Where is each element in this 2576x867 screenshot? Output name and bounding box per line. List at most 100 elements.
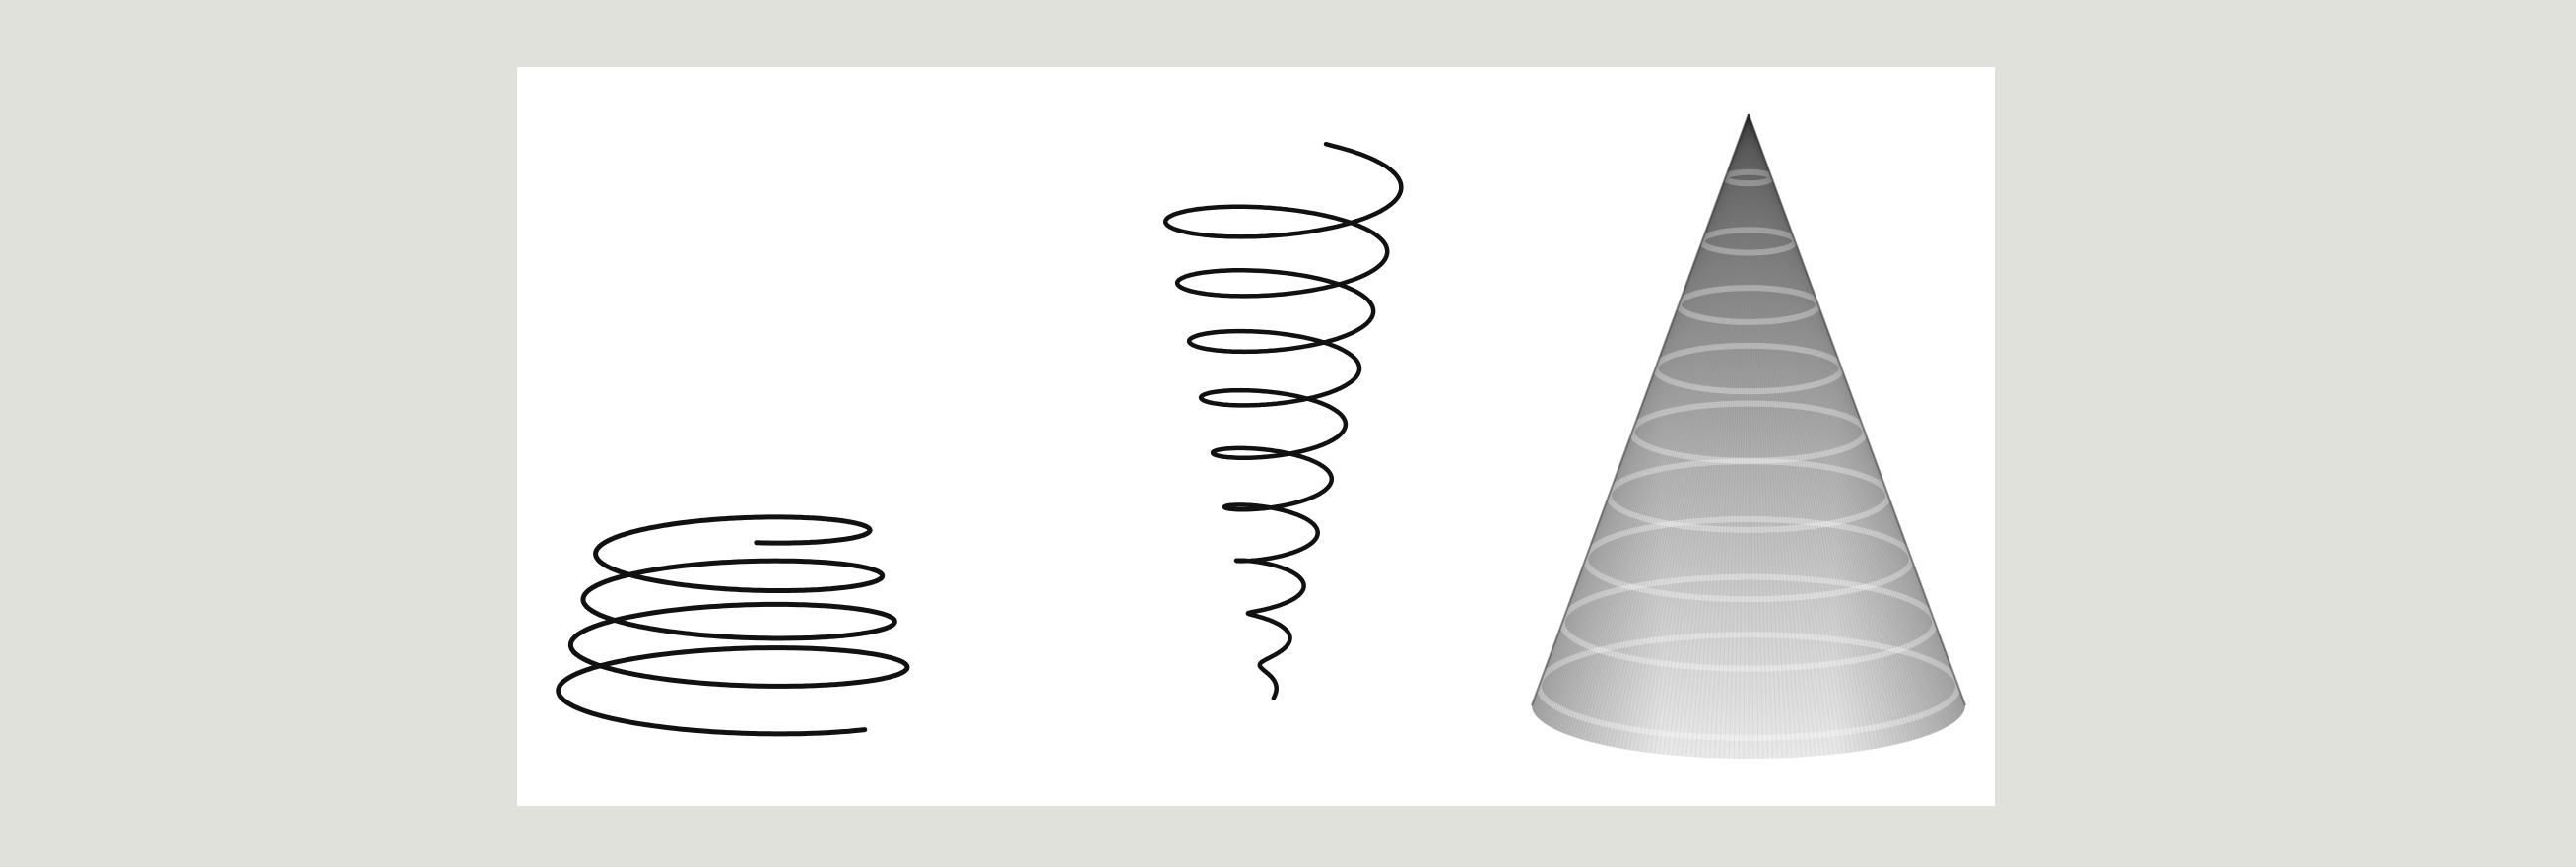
cone-generator-line bbox=[1748, 113, 1931, 735]
cone-generator-line bbox=[1676, 113, 1750, 757]
cone-generator-line bbox=[1536, 113, 1750, 716]
cone-generator-line bbox=[1748, 113, 1938, 732]
cone-generator-line bbox=[1748, 113, 1834, 755]
cone-generator-line bbox=[1561, 113, 1750, 733]
cone-generator-line bbox=[1605, 113, 1750, 746]
cone-generator-line bbox=[1748, 113, 1943, 730]
cone-generator-line bbox=[1569, 113, 1750, 736]
cone-generator-line bbox=[1581, 113, 1750, 740]
cone-generator-line bbox=[1748, 113, 1909, 742]
cone-generator-line bbox=[1748, 113, 1839, 755]
cone-generator-line bbox=[1748, 113, 1916, 740]
cone-generator-line bbox=[1748, 113, 1895, 746]
cone-generator-line bbox=[1748, 113, 1769, 759]
cone-generator-line bbox=[1748, 113, 1960, 718]
cone-generator-line bbox=[1714, 113, 1750, 759]
cone-generator-line bbox=[1748, 113, 1949, 727]
cone-generator-line bbox=[1549, 113, 1750, 727]
cone-generator-line bbox=[1748, 113, 1928, 736]
cone-generator-line bbox=[1575, 113, 1750, 738]
cone-generator-line bbox=[1748, 113, 1778, 759]
cone-generator-line bbox=[1617, 113, 1750, 749]
helix-upward-spiral bbox=[556, 514, 910, 737]
cone-generator-line bbox=[1748, 113, 1925, 737]
cone-generator-line bbox=[1543, 113, 1750, 723]
cone-generator-line bbox=[1539, 113, 1750, 720]
shaded-cone bbox=[1531, 113, 1966, 760]
cone-generator-line bbox=[1559, 113, 1750, 732]
cone-generator-line bbox=[1654, 113, 1750, 754]
cone-generator-line bbox=[1719, 113, 1750, 759]
cone-generator-lines bbox=[1531, 113, 1966, 760]
cone-generator-line bbox=[1748, 113, 1936, 733]
helix-upward-group bbox=[556, 514, 910, 737]
cone-generator-line bbox=[1545, 113, 1750, 725]
helix-downward-group bbox=[1162, 141, 1404, 700]
cone-generator-line bbox=[1748, 113, 1843, 754]
cone-generator-line bbox=[1748, 113, 1961, 716]
cone-generator-line bbox=[1609, 113, 1750, 747]
cone-generator-line bbox=[1748, 113, 1884, 748]
cone-generator-line bbox=[1699, 113, 1750, 758]
cone-generator-line bbox=[1547, 113, 1750, 726]
cone-generator-line bbox=[1537, 113, 1750, 718]
cone-generator-line bbox=[1663, 113, 1750, 755]
cone-generator-line bbox=[1681, 113, 1750, 757]
cone-generator-line bbox=[1748, 113, 1888, 747]
cone-generator-line bbox=[1748, 113, 1861, 752]
cone-generator-line bbox=[1667, 113, 1750, 756]
cone-generator-line bbox=[1748, 113, 1903, 744]
cone-generator-line bbox=[1748, 113, 1793, 758]
figure-panel bbox=[517, 67, 1995, 806]
cone-generator-line bbox=[1748, 113, 1848, 754]
cone-generator-line bbox=[1628, 113, 1750, 751]
cone-generator-line bbox=[1748, 113, 1803, 758]
cone-generator-line bbox=[1578, 113, 1750, 739]
cone-generator-line bbox=[1748, 113, 1816, 757]
cone-generator-line bbox=[1685, 113, 1750, 757]
cone-generator-line bbox=[1748, 113, 1774, 759]
cone-generator-line bbox=[1645, 113, 1750, 753]
cone-generator-line bbox=[1748, 113, 1955, 722]
cone-generator-line bbox=[1748, 113, 1933, 734]
helix-downward-spiral bbox=[1162, 141, 1404, 700]
cone-generator-line bbox=[1554, 113, 1750, 730]
cone-generator-line bbox=[1748, 113, 1857, 753]
cone-generator-line bbox=[1748, 113, 1869, 751]
figure-canvas bbox=[556, 113, 1966, 760]
cone-generator-line bbox=[1690, 113, 1750, 758]
cone-generator-line bbox=[1584, 113, 1750, 741]
cone-generator-line bbox=[1728, 113, 1750, 759]
cone-generator-line bbox=[1538, 113, 1750, 719]
cone-generator-line bbox=[1748, 113, 1788, 759]
cone-generator-line bbox=[1748, 113, 1922, 738]
cone-generator-line bbox=[1748, 113, 1906, 743]
cone-generator-line bbox=[1556, 113, 1750, 731]
cone-generator-line bbox=[1613, 113, 1750, 748]
cone-generator-line bbox=[1624, 113, 1750, 750]
cone-edge-right bbox=[1748, 113, 1966, 706]
cone-generator-line bbox=[1748, 113, 1954, 723]
cone-generator-line bbox=[1748, 113, 1821, 757]
cone-generator-line bbox=[1748, 113, 1807, 758]
cone-generator-line bbox=[1535, 113, 1750, 715]
cone-generator-line bbox=[1748, 113, 1881, 749]
cone-generator-line bbox=[1748, 113, 1852, 753]
cone-generator-line bbox=[1748, 113, 1958, 720]
cone-generator-line bbox=[1552, 113, 1750, 729]
cone-generator-line bbox=[1748, 113, 1957, 721]
cone-generator-line bbox=[1748, 113, 1764, 759]
cone-generator-line bbox=[1649, 113, 1750, 754]
cone-generator-line bbox=[1564, 113, 1750, 734]
cone-generator-line bbox=[1748, 113, 1952, 725]
cone-generator-line bbox=[1748, 113, 1899, 745]
cone-generator-line bbox=[1748, 113, 1830, 756]
cone-edge-left bbox=[1531, 113, 1750, 706]
cone-generator-line bbox=[1748, 113, 1865, 751]
cone-generator-line bbox=[1640, 113, 1750, 753]
cone-generator-line bbox=[1636, 113, 1750, 752]
cone-generator-line bbox=[1748, 113, 1798, 758]
cone-generator-line bbox=[1632, 113, 1750, 751]
cone-generator-line bbox=[1748, 113, 1962, 715]
